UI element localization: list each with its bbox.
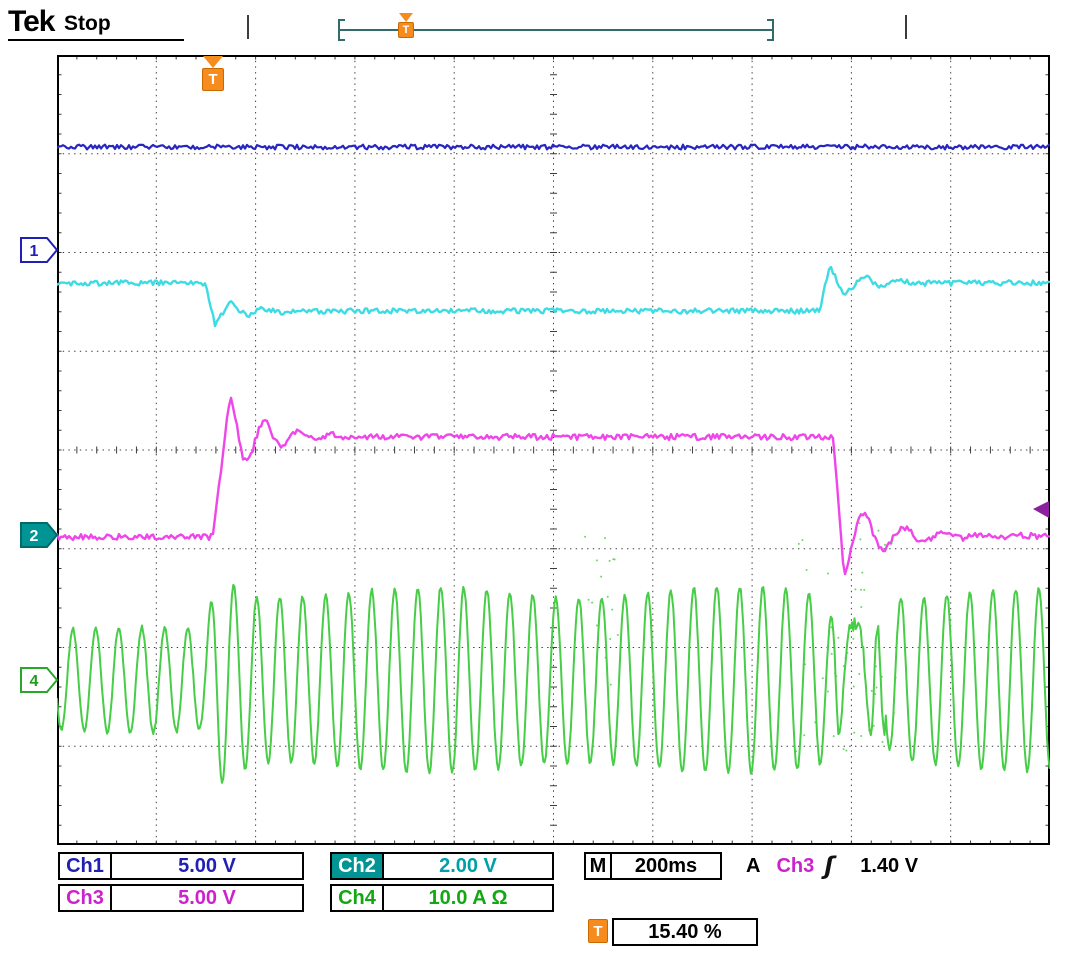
rising-edge-icon: ʃ bbox=[824, 852, 835, 880]
ch1-marker-label: 1 bbox=[30, 243, 39, 260]
timebase-readout: M 200ms bbox=[584, 852, 722, 880]
trigger-mode-label: A bbox=[746, 854, 761, 877]
trigger-position-value: 15.40 % bbox=[648, 920, 722, 943]
timebase-value: 200ms bbox=[634, 854, 698, 877]
trigger-level-value: 1.40 V bbox=[860, 854, 919, 877]
header-tick-right bbox=[905, 15, 907, 39]
ch3-scale: 5.00 V bbox=[178, 886, 236, 909]
header-tick-left bbox=[247, 15, 249, 39]
ch1-scale: 5.00 V bbox=[178, 854, 236, 877]
record-view-trigger-marker: T bbox=[397, 13, 415, 38]
ch3-label: Ch3 bbox=[60, 886, 112, 910]
ch2-label: Ch2 bbox=[332, 854, 384, 878]
ch2-ground-marker: 2 bbox=[20, 522, 59, 548]
ch4-marker-label: 4 bbox=[30, 673, 39, 690]
ch2-readout: Ch2 2.00 V bbox=[330, 852, 554, 880]
trigger-t-icon: T bbox=[202, 68, 224, 91]
trigger-position-readout: 15.40 % bbox=[612, 918, 758, 946]
ch4-ground-marker: 4 bbox=[20, 667, 59, 693]
ch2-marker-label: 2 bbox=[30, 528, 39, 545]
ch2-scale: 2.00 V bbox=[439, 854, 497, 877]
ch3-readout: Ch3 5.00 V bbox=[58, 884, 304, 912]
trigger-readout: A Ch3 ʃ 1.40 V bbox=[746, 852, 918, 880]
trigger-t-icon: T bbox=[588, 919, 608, 943]
ch4-label: Ch4 bbox=[332, 886, 384, 910]
trigger-position-marker: T bbox=[201, 56, 225, 91]
header-underline bbox=[8, 39, 184, 41]
ch1-label: Ch1 bbox=[60, 854, 112, 878]
trigger-t-icon: T bbox=[398, 22, 414, 38]
timebase-label: M bbox=[586, 854, 612, 878]
ch4-readout: Ch4 10.0 A Ω bbox=[330, 884, 554, 912]
trigger-source-label: Ch3 bbox=[776, 854, 815, 877]
trigger-arrow-icon bbox=[399, 13, 413, 22]
ch1-readout: Ch1 5.00 V bbox=[58, 852, 304, 880]
trigger-arrow-icon bbox=[203, 56, 223, 68]
ch4-scale: 10.0 A Ω bbox=[428, 886, 508, 909]
graticule-and-traces bbox=[57, 55, 1050, 845]
ch1-ground-marker: 1 bbox=[20, 237, 59, 263]
tek-logo: Tek bbox=[8, 5, 55, 38]
acquisition-status: Stop bbox=[64, 12, 111, 35]
trigger-position-icon: T bbox=[586, 919, 610, 943]
